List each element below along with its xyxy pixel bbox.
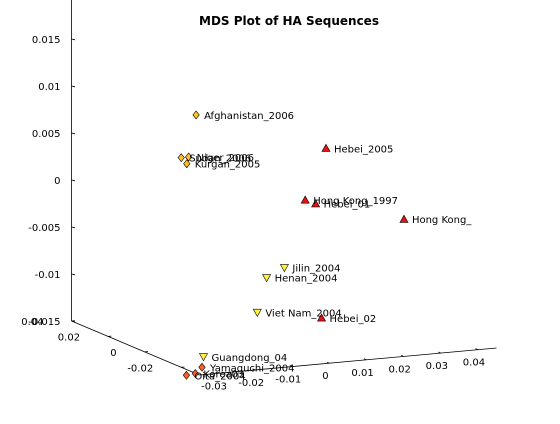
- data-point: [322, 144, 330, 151]
- x-tick-label: 0.04: [463, 358, 485, 369]
- z-tick-mark: [72, 227, 76, 228]
- data-point: [263, 275, 271, 282]
- z-tick-label: 0.01: [38, 82, 60, 93]
- data-point: [178, 154, 184, 162]
- point-label: Oita_2004: [194, 371, 245, 382]
- x-tick-label: -0.03: [201, 381, 227, 392]
- point-label: Henan_2004: [275, 274, 338, 285]
- data-point: [301, 196, 309, 203]
- point-label: Guangdong_04: [211, 353, 287, 364]
- data-point: [199, 354, 207, 361]
- y-tick-label: 0: [110, 348, 116, 359]
- point-label: Hebei_2005: [334, 144, 393, 155]
- data-point: [193, 111, 199, 119]
- z-tick-mark: [72, 133, 76, 134]
- data-point: [280, 264, 288, 271]
- z-tick-label: 0.005: [32, 129, 61, 140]
- z-tick-mark: [72, 86, 76, 87]
- point-label: Hong Kong_: [412, 215, 472, 226]
- point-label: Hebei_02: [330, 314, 377, 325]
- z-tick-mark: [72, 180, 76, 181]
- point-label: Kurgan_2005: [195, 160, 261, 171]
- z-tick-mark: [72, 274, 76, 275]
- z-tick-label: 0: [54, 176, 60, 187]
- data-point: [400, 215, 408, 222]
- z-tick-mark: [72, 39, 76, 40]
- point-label: Hebei_01: [324, 200, 371, 211]
- data-point: [253, 309, 261, 316]
- point-label: Afghanistan_2006: [204, 111, 294, 122]
- point-labels: Afghanistan_2006Sudan_2006Niger_2006Kurg…: [189, 111, 472, 382]
- z-tick-label: -0.015: [28, 317, 60, 328]
- chart-title: MDS Plot of HA Sequences: [199, 14, 379, 28]
- z-tick-label: -0.005: [28, 223, 60, 234]
- x-tick-label: 0: [322, 371, 328, 382]
- y-tick-label: 0.02: [58, 332, 80, 343]
- z-tick-label: -0.01: [35, 270, 61, 281]
- y-tick-label: -0.02: [127, 363, 153, 374]
- z-tick-label: 0.015: [32, 35, 61, 46]
- x-tick-label: 0.01: [351, 368, 373, 379]
- x-tick-label: -0.01: [275, 375, 301, 386]
- x-tick-label: 0.02: [389, 364, 411, 375]
- x-tick-label: 0.03: [426, 361, 448, 372]
- data-point: [183, 371, 189, 379]
